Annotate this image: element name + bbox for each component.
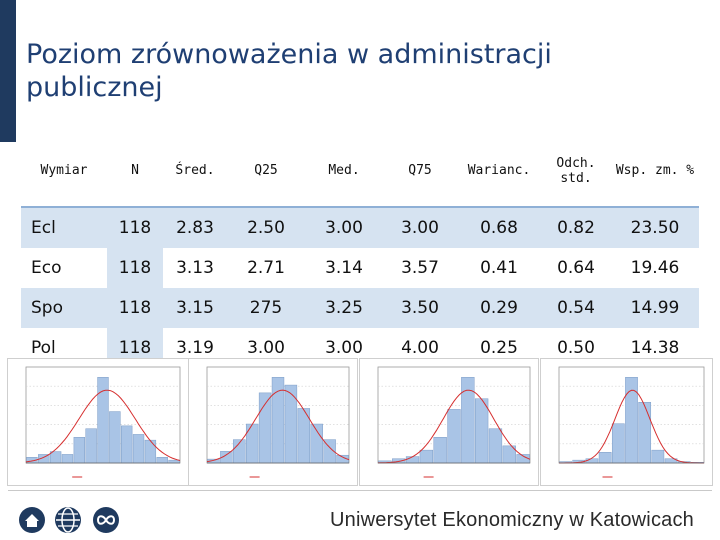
histogram-bar: [49, 451, 62, 464]
cell-cv: 23.50: [611, 206, 699, 248]
cell-q75: 3.00: [383, 206, 457, 248]
histogram-bar: [121, 425, 133, 464]
table-row: Eco 118 3.13 2.71 3.14 3.57 0.41 0.64 19…: [21, 248, 699, 288]
histogram-bar: [168, 459, 180, 464]
cell-mean: 3.15: [163, 288, 227, 328]
cell-cv: 14.99: [611, 288, 699, 328]
infinity-icon[interactable]: [92, 506, 120, 534]
histogram-bar: [61, 454, 74, 464]
cell-variance: 0.68: [457, 206, 541, 248]
header-n: N: [131, 163, 139, 178]
header-wsp-zm: Wsp. zm. %: [615, 163, 695, 178]
normal-curve: [377, 389, 531, 464]
stats-table: Wymiar N Śred. Q25 Med. Q75 Warianc. Odc…: [21, 135, 699, 368]
cell-mean: 3.13: [163, 248, 227, 288]
footer-divider: [8, 490, 712, 491]
normal-curve: [559, 389, 704, 464]
cell-n: 118: [107, 248, 163, 288]
cell-variance: 0.29: [457, 288, 541, 328]
histogram-strip: [7, 358, 713, 486]
histogram-bar: [156, 457, 168, 464]
university-name: Uniwersytet Ekonomiczny w Katowicach: [330, 509, 694, 531]
histogram-bar: [433, 437, 447, 464]
header-warianc: Warianc.: [467, 163, 531, 178]
histogram-bar: [132, 434, 145, 464]
cell-median: 3.14: [305, 248, 383, 288]
histogram-pol: [540, 358, 713, 486]
histogram-bar: [488, 428, 503, 464]
cell-q25: 2.71: [227, 248, 305, 288]
header-wymiar: Wymiar: [40, 163, 88, 178]
home-icon[interactable]: [18, 506, 46, 534]
table-row: Ecl 118 2.83 2.50 3.00 3.00 0.68 0.82 23…: [21, 206, 699, 248]
cell-median: 3.00: [305, 206, 383, 248]
histogram-bar: [284, 384, 298, 464]
table-row: Spo 118 3.15 275 3.25 3.50 0.29 0.54 14.…: [21, 288, 699, 328]
histogram-bar: [611, 423, 625, 464]
row-label: Eco: [21, 248, 107, 288]
cell-q75: 3.57: [383, 248, 457, 288]
cell-std: 0.64: [541, 248, 611, 288]
histogram-bar: [245, 423, 259, 464]
histogram-bar: [144, 439, 157, 464]
row-label: Spo: [21, 288, 107, 328]
histogram-eco: [188, 358, 358, 486]
globe-icon[interactable]: [54, 506, 82, 534]
histogram-bar: [447, 409, 461, 464]
histogram-bar: [73, 437, 85, 464]
header-sred: Śred.: [175, 163, 215, 178]
normal-curve: [206, 389, 350, 463]
normal-curve: [25, 389, 181, 463]
header-q25: Q25: [254, 163, 278, 178]
histogram-ecl: [7, 358, 189, 486]
cell-n: 118: [107, 288, 163, 328]
cell-n: 118: [107, 206, 163, 248]
slide-title: Poziom zrównoważenia w administracji pub…: [26, 39, 552, 104]
histogram-bar: [85, 428, 97, 464]
cell-variance: 0.41: [457, 248, 541, 288]
table-header-row: Wymiar N Śred. Q25 Med. Q75 Warianc. Odc…: [21, 135, 699, 207]
cell-q25: 275: [227, 288, 305, 328]
histogram-bar: [405, 456, 420, 464]
histogram-bar: [109, 411, 121, 464]
histogram-bar: [419, 449, 434, 464]
histogram-bar: [638, 402, 652, 464]
cell-mean: 2.83: [163, 206, 227, 248]
histogram-bar: [598, 452, 612, 464]
row-label: Ecl: [21, 206, 107, 248]
histogram-bar: [651, 449, 665, 464]
histogram-spo: [359, 358, 539, 486]
cell-std: 0.54: [541, 288, 611, 328]
cell-q25: 2.50: [227, 206, 305, 248]
cell-std: 0.82: [541, 206, 611, 248]
histogram-bar: [585, 458, 599, 464]
cell-cv: 19.46: [611, 248, 699, 288]
cell-median: 3.25: [305, 288, 383, 328]
cell-q75: 3.50: [383, 288, 457, 328]
accent-bar: [0, 0, 16, 142]
header-odch-std: Odch. std.: [556, 155, 596, 186]
header-med: Med.: [328, 163, 360, 178]
histogram-bar: [474, 398, 489, 464]
header-q75: Q75: [408, 163, 432, 178]
